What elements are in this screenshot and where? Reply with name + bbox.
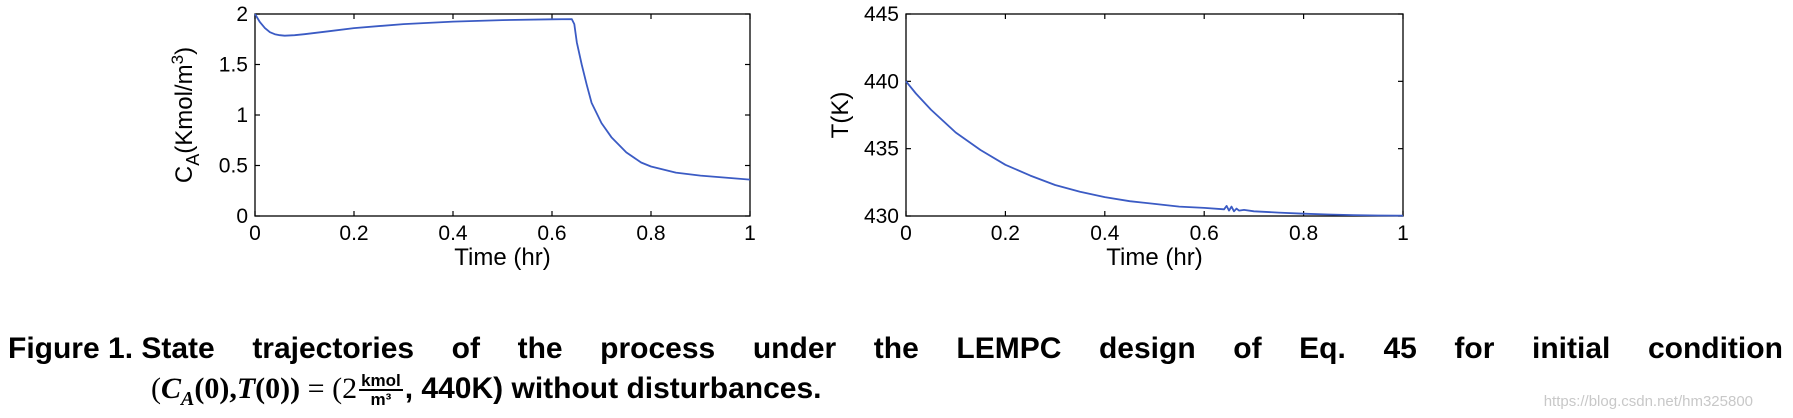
y-axis-label: T(K)	[827, 92, 854, 139]
y-tick-label: 445	[864, 3, 899, 26]
y-tick-label: 430	[864, 205, 899, 228]
x-tick-label: 0.4	[438, 222, 468, 245]
plot-frame	[905, 13, 1404, 217]
y-label-sub: A	[183, 154, 203, 166]
caption-word: process	[600, 332, 716, 365]
caption-frac-den: m³	[370, 390, 392, 410]
caption-word: of	[451, 332, 480, 365]
x-tick-label: 1	[1397, 222, 1409, 245]
chart-temperature: 0 0.2 0.4 0.6 0.8 1 430 435 440 445 Time (hr) T(K)	[827, 3, 1409, 271]
series-line	[905, 80, 1404, 217]
y-label-close: )	[171, 47, 198, 55]
caption-word: initial	[1532, 332, 1611, 365]
caption-tail: without disturbances.	[503, 372, 822, 405]
x-tick-label: 0.8	[636, 222, 665, 245]
y-tick-label: 1	[236, 104, 248, 127]
y-tick-label: 0	[236, 205, 248, 228]
caption-var-ca: C	[161, 372, 182, 405]
x-tick-label: 0.2	[991, 222, 1020, 245]
series-line	[254, 13, 751, 181]
chart-concentration: 0 0.2 0.4 0.6 0.8 1 0 0.5 1 1.5 2 Time (hr) CA(Kmol/…	[168, 3, 756, 271]
caption-word: 45	[1383, 332, 1417, 365]
figure-caption: Figure 1. State trajectories of the process u…	[8, 330, 1783, 410]
y-label-sup: 3	[168, 55, 187, 64]
caption-line-2: (CA(0),T(0)) = (2 kmol m³, 440K) without d…	[151, 370, 822, 418]
watermark: https://blog.csdn.net/hm325800	[1543, 393, 1753, 410]
x-axis-label: Time (hr)	[1106, 244, 1202, 271]
caption-value: , 440K)	[404, 372, 504, 405]
caption-paren-open: (	[151, 372, 161, 405]
x-axis-label: Time (hr)	[454, 244, 550, 271]
y-tick-label: 1.5	[219, 54, 248, 77]
caption-frac-num: kmol	[359, 371, 403, 392]
y-tick-label: 440	[864, 70, 899, 93]
caption-word: for	[1454, 332, 1495, 365]
caption-word: LEMPC	[956, 332, 1062, 365]
caption-equals: = (2	[300, 372, 358, 405]
caption-var-ca-sub: A	[181, 388, 195, 410]
y-tick-label: 0.5	[219, 155, 248, 178]
caption-word: Eq.	[1299, 332, 1346, 365]
x-tick-label: 0.6	[537, 222, 566, 245]
caption-word: trajectories	[252, 332, 415, 365]
caption-word: design	[1098, 332, 1196, 365]
caption-var-t: T	[236, 372, 256, 405]
x-tick-label: 0	[249, 222, 261, 245]
x-tick-label: 0	[900, 222, 912, 245]
x-tick-label: 0.8	[1289, 222, 1318, 245]
caption-word: the	[517, 332, 563, 365]
caption-word: condition	[1647, 332, 1783, 365]
caption-word: the	[873, 332, 919, 365]
caption-var-ca-arg: (0),	[194, 372, 237, 405]
y-axis-label: CA(Kmol/m3)	[168, 47, 203, 183]
caption-line-1: Figure 1. State trajectories of the process u…	[8, 330, 1783, 368]
y-tick-label: 435	[864, 138, 899, 161]
y-label-unit: (Kmol/m	[171, 64, 198, 153]
caption-word: Figure 1. State	[8, 332, 215, 365]
y-tick-label: 2	[236, 3, 248, 26]
x-tick-label: 0.2	[339, 222, 368, 245]
x-tick-label: 0.6	[1190, 222, 1219, 245]
x-tick-label: 1	[744, 222, 756, 245]
x-tick-label: 0.4	[1090, 222, 1120, 245]
caption-var-t-arg: (0))	[255, 372, 301, 405]
caption-fraction: kmol m³	[359, 372, 403, 408]
caption-word: of	[1233, 332, 1262, 365]
y-label-main: C	[171, 166, 198, 183]
caption-word: under	[752, 332, 837, 365]
